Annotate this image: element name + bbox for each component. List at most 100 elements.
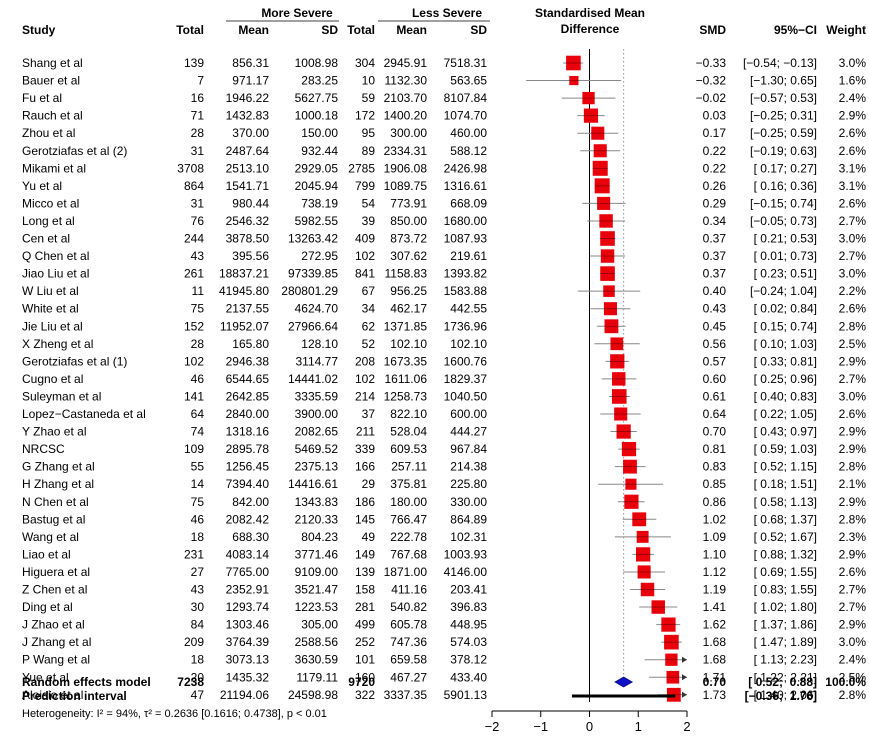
study-name: Long et al (22, 214, 75, 228)
sd-less-severe: 588.12 (450, 144, 487, 158)
ci-arrow (682, 691, 687, 698)
sd-less-severe: 1087.93 (444, 232, 488, 246)
weight-value: 2.6% (839, 196, 867, 210)
sd-more-severe: 280801.29 (281, 284, 338, 298)
total-less-severe: 186 (355, 495, 375, 509)
study-row: Wang et al 18 688.30 804.23 49 222.78 102.31 1.… (22, 530, 866, 544)
smd-value: 1.71 (703, 670, 727, 684)
x-axis-tick-label: 2 (683, 719, 690, 734)
ci-arrow (682, 674, 687, 681)
header-study: Study (22, 23, 56, 37)
weight-value: 2.1% (839, 477, 867, 491)
mean-less-severe: 1871.00 (384, 565, 428, 579)
header-total-1: Total (176, 23, 204, 37)
sd-less-severe: 378.12 (450, 653, 487, 667)
smd-value: 0.64 (703, 407, 727, 421)
study-name: P Wang et al (22, 653, 90, 667)
sd-more-severe: 14441.02 (288, 372, 338, 386)
weight-value: 2.7% (839, 372, 867, 386)
sd-more-severe: 3335.59 (295, 389, 339, 403)
pooled-diamond (614, 676, 634, 688)
random-effects-smd: 0.70 (703, 675, 727, 689)
ci-value: [ 0.58; 1.13] (754, 495, 817, 509)
sd-more-severe: 3900.00 (295, 407, 339, 421)
header-total-2: Total (347, 23, 375, 37)
weight-value: 2.9% (839, 425, 867, 439)
sd-less-severe: 7518.31 (444, 56, 488, 70)
smd-value: 1.12 (703, 565, 727, 579)
ci-value: [ 0.68; 1.37] (754, 512, 817, 526)
sd-more-severe: 2588.56 (295, 635, 339, 649)
smd-value: 1.02 (703, 512, 727, 526)
study-row: Fu et al 16 1946.22 5627.75 59 2103.70 8107.84… (22, 91, 866, 105)
prediction-interval-ci: [−0.36; 1.76] (745, 689, 817, 703)
weight-value: 2.5% (839, 670, 867, 684)
study-name: Fu et al (22, 91, 62, 105)
total-more-severe: 152 (184, 319, 204, 333)
mean-more-severe: 688.30 (232, 530, 269, 544)
sd-more-severe: 283.25 (301, 74, 338, 88)
mean-less-severe: 1089.75 (384, 179, 428, 193)
sd-less-severe: 444.27 (450, 425, 487, 439)
study-row: Higuera et al 27 7765.00 9109.00 139 1871.00 4… (22, 565, 866, 579)
sd-less-severe: 1600.76 (444, 354, 488, 368)
weight-value: 2.9% (839, 442, 867, 456)
mean-more-severe: 2487.64 (226, 144, 270, 158)
sd-less-severe: 1583.88 (444, 284, 488, 298)
sd-less-severe: 1316.61 (444, 179, 488, 193)
smd-value: 0.56 (703, 337, 727, 351)
total-less-severe: 281 (355, 600, 375, 614)
heterogeneity-text: Heterogeneity: I² = 94%, τ² = 0.2636 [0.… (22, 708, 327, 720)
study-row: Jiao Liu et al 261 18837.21 97339.85 841 1158… (22, 266, 866, 281)
ci-value: [ 0.25; 0.96] (754, 372, 817, 386)
ci-arrow (682, 656, 687, 663)
weight-value: 2.6% (839, 407, 867, 421)
smd-value: 0.57 (703, 354, 727, 368)
sd-more-severe: 24598.98 (288, 688, 338, 702)
ci-value: [−0.15; 0.74] (750, 196, 817, 210)
weight-value: 2.2% (839, 284, 867, 298)
x-axis-tick-label: 1 (635, 719, 642, 734)
study-name: Y Zhao et al (22, 425, 87, 439)
mean-more-severe: 1318.16 (226, 425, 270, 439)
study-rows: Shang et al 139 856.31 1008.98 304 2945.91 751… (22, 55, 867, 702)
sd-less-severe: 1003.93 (444, 547, 488, 561)
random-effects-label: Random effects model (22, 675, 151, 689)
smd-value: 0.29 (703, 196, 727, 210)
weight-value: 3.0% (839, 56, 867, 70)
total-more-severe: 11 (192, 284, 205, 298)
study-name: Yue et al (22, 670, 69, 684)
weight-value: 2.9% (839, 618, 867, 632)
smd-value: 0.83 (703, 460, 727, 474)
sd-more-severe: 2375.13 (295, 460, 339, 474)
mean-more-severe: 1541.71 (226, 179, 270, 193)
weight-value: 2.6% (839, 565, 867, 579)
total-more-severe: 46 (191, 512, 205, 526)
ci-value: [ 0.52; 1.15] (754, 460, 817, 474)
sd-less-severe: 102.31 (450, 530, 487, 544)
smd-value: 1.68 (703, 635, 727, 649)
ci-value: [−0.25; 0.31] (750, 109, 817, 123)
mean-more-severe: 2137.55 (226, 302, 270, 316)
total-less-severe: 102 (355, 249, 375, 263)
weight-value: 2.8% (839, 688, 867, 702)
study-name: Gerotziafas et al (1) (22, 354, 127, 368)
study-row: N Chen et al 75 842.00 1343.83 186 180.00 330.… (22, 494, 866, 509)
x-axis-tick-label: 0 (586, 719, 593, 734)
sd-more-severe: 128.10 (301, 337, 338, 351)
sd-more-severe: 932.44 (301, 144, 338, 158)
total-more-severe: 47 (191, 688, 205, 702)
ci-value: [ 0.33; 0.81] (754, 354, 817, 368)
mean-more-severe: 1946.22 (226, 91, 270, 105)
sd-less-severe: 225.80 (450, 477, 487, 491)
mean-less-severe: 1906.08 (384, 161, 428, 175)
sd-less-severe: 864.89 (450, 512, 487, 526)
mean-less-severe: 222.78 (390, 530, 427, 544)
total-less-severe: 409 (355, 232, 375, 246)
ci-value: [ 0.22; 1.05] (754, 407, 817, 421)
total-more-severe: 102 (184, 354, 204, 368)
weight-value: 2.9% (839, 547, 867, 561)
total-less-severe: 158 (355, 583, 375, 597)
study-name: J Zhang et al (22, 635, 91, 649)
